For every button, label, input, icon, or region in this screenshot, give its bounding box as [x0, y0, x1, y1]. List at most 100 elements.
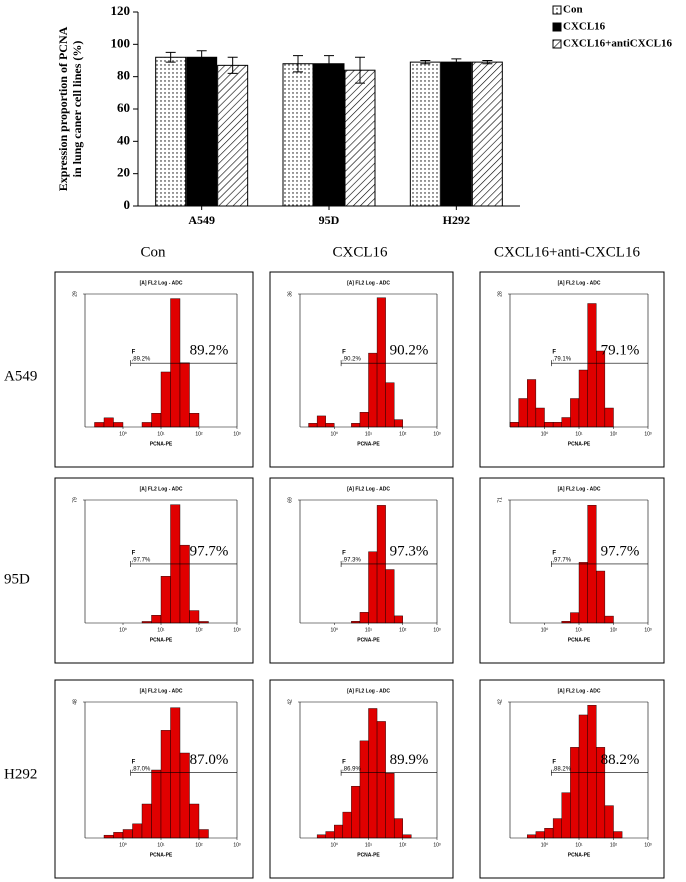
- histogram-bar: [570, 398, 580, 428]
- histogram-bar: [316, 415, 326, 428]
- error-bar: [324, 55, 334, 73]
- histogram-bar: [151, 615, 162, 624]
- y-axis-label: Expression proportion of PCNA: [56, 26, 70, 191]
- gate-label: ,97.3%: [342, 558, 361, 564]
- y-tick-label: 100: [111, 35, 131, 50]
- panel-title: [A] FL2 Log - ADC: [140, 688, 183, 694]
- x-axis-label: PCNA-PE: [150, 637, 173, 643]
- x-tick-label: 10⁰: [330, 627, 338, 633]
- gate-annotation: 97.7%: [601, 543, 640, 559]
- gate-annotation: 79.1%: [601, 343, 640, 359]
- error-bar: [293, 55, 303, 73]
- histogram-bar: [535, 831, 545, 839]
- histogram-bar: [587, 705, 597, 839]
- x-tick-label: 10³: [433, 431, 441, 437]
- panel-frame: [269, 477, 454, 664]
- gate-annotation: 97.7%: [190, 543, 229, 559]
- x-tick-label: H292: [443, 213, 470, 227]
- error-bar: [420, 60, 431, 65]
- histogram-bar: [170, 298, 181, 428]
- panel-title: [A] FL2 Log - ADC: [347, 280, 390, 286]
- histogram-bar: [561, 417, 571, 428]
- gate-name: F: [552, 350, 556, 356]
- histogram-bar: [368, 551, 378, 624]
- histogram-bar: [351, 785, 361, 839]
- gate-annotation: 89.2%: [190, 343, 229, 359]
- histogram-bar: [368, 708, 378, 839]
- histogram-bar: [141, 422, 152, 428]
- histogram-bar: [544, 422, 554, 428]
- x-axis-label: PCNA-PE: [568, 441, 591, 447]
- histogram-bar: [604, 407, 614, 428]
- histogram-bar: [103, 834, 114, 839]
- gate-name: F: [342, 759, 346, 765]
- x-tick-label: 10²: [399, 431, 407, 437]
- panel-title: [A] FL2 Log - ADC: [558, 280, 601, 286]
- histogram-bar: [160, 730, 171, 839]
- row-label: 95D: [4, 571, 30, 587]
- panel-title: [A] FL2 Log - ADC: [558, 688, 601, 694]
- gate-label: ,89.2%: [132, 357, 151, 363]
- histogram-bar: [113, 422, 124, 428]
- histogram-bar: [359, 612, 369, 624]
- histogram-bar: [376, 297, 386, 428]
- bar: [217, 64, 249, 207]
- bar: [471, 61, 503, 207]
- legend-swatch: [552, 39, 562, 49]
- gate-label: ,90.2%: [342, 357, 361, 363]
- histogram-bar: [570, 612, 580, 624]
- histogram-bar: [359, 740, 369, 839]
- x-tick-label: 10⁰: [119, 627, 127, 633]
- histogram-bar: [368, 352, 378, 428]
- y-tick-label: 40: [117, 132, 130, 147]
- y-tick-label: 69: [287, 497, 293, 503]
- x-tick-label: 10⁰: [330, 431, 338, 437]
- legend-label: CXCL16+antiCXCL16: [563, 38, 672, 50]
- histogram-bar: [160, 576, 171, 624]
- histogram-bar: [393, 419, 403, 428]
- panel-frame: [269, 271, 454, 468]
- histogram-bar: [613, 831, 623, 839]
- bar: [282, 63, 314, 207]
- bar: [313, 63, 345, 207]
- histogram-bar: [570, 747, 580, 839]
- panel-title: [A] FL2 Log - ADC: [140, 280, 183, 286]
- x-axis-label: PCNA-PE: [357, 637, 380, 643]
- bar: [155, 56, 187, 207]
- legend-label: Con: [563, 4, 583, 16]
- panel-frame: [269, 679, 454, 879]
- histogram-bar: [151, 413, 162, 428]
- y-tick-label: 80: [117, 68, 130, 83]
- gate-annotation: 88.2%: [601, 752, 640, 768]
- histogram-bar: [544, 828, 554, 839]
- histogram-bar: [113, 832, 124, 839]
- histogram-bar: [189, 610, 200, 624]
- gate-label: ,97.7%: [552, 558, 571, 564]
- x-axis-label: PCNA-PE: [357, 441, 380, 447]
- y-axis-label: in lung caner cell lines (%): [70, 41, 84, 178]
- gate-annotation: 89.9%: [390, 752, 429, 768]
- gate-name: F: [552, 759, 556, 765]
- histogram-bar: [160, 371, 171, 428]
- x-tick-label: 10⁰: [541, 627, 549, 633]
- panel-frame: [54, 271, 254, 468]
- histogram-bar: [376, 721, 386, 839]
- x-axis-label: PCNA-PE: [568, 852, 591, 858]
- panel-title: [A] FL2 Log - ADC: [558, 486, 601, 492]
- y-tick-label: 28: [497, 291, 503, 297]
- histogram-bar: [518, 398, 528, 428]
- histogram-bar: [179, 752, 190, 839]
- x-axis-label: PCNA-PE: [150, 852, 173, 858]
- bar: [344, 69, 376, 207]
- gate-annotation: 97.3%: [390, 543, 429, 559]
- x-tick-label: 10¹: [157, 627, 165, 633]
- histogram-bar: [385, 773, 395, 839]
- error-bar: [165, 51, 176, 63]
- y-tick-label: 79: [72, 497, 78, 503]
- histogram-bar: [604, 805, 614, 839]
- histogram-bar: [189, 413, 200, 428]
- histogram-bar: [578, 562, 588, 624]
- x-tick-label: 10³: [644, 627, 652, 633]
- x-tick-label: 10¹: [575, 842, 583, 848]
